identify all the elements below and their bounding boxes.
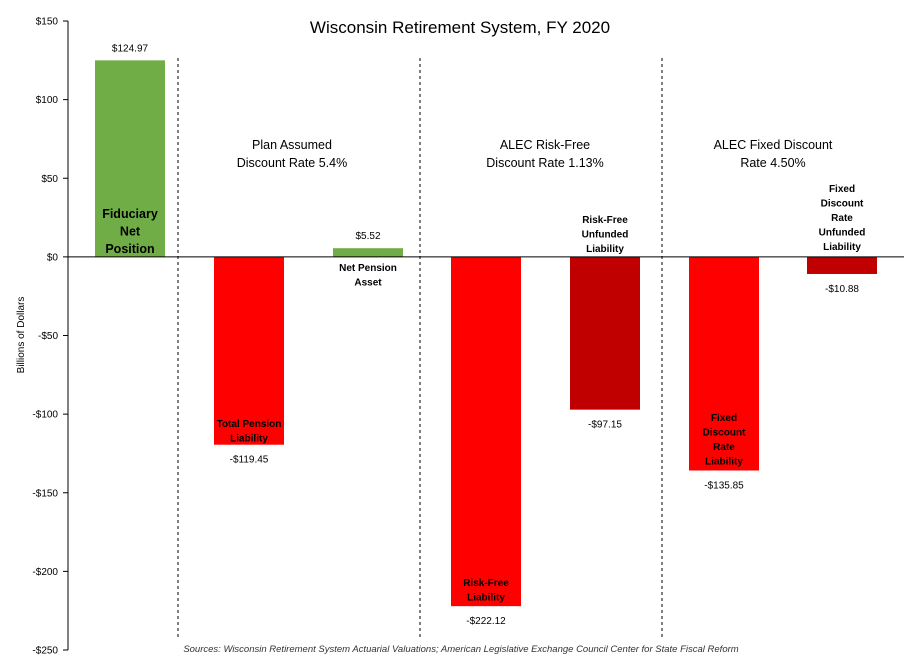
category-label: Risk-Free (463, 578, 509, 589)
data-label: $5.52 (355, 231, 380, 242)
category-label: Liability (230, 434, 268, 445)
bar (689, 256, 759, 471)
section-header-line: Discount Rate 5.4% (237, 156, 347, 170)
category-label: Liability (586, 244, 624, 255)
category-label: Fixed (829, 184, 855, 195)
bar (214, 256, 284, 445)
data-label: -$10.88 (825, 284, 859, 295)
data-label: -$97.15 (588, 420, 622, 431)
data-label: -$135.85 (704, 480, 744, 491)
category-label: Fiduciary (102, 207, 158, 221)
section-header-line: Plan Assumed (252, 138, 332, 152)
category-label: Rate (831, 213, 853, 224)
category-label: Total Pension (217, 419, 282, 430)
data-label: -$119.45 (230, 455, 269, 466)
category-label: Discount (821, 199, 864, 210)
category-label: Liability (823, 242, 861, 253)
source-note: Sources: Wisconsin Retirement System Act… (183, 644, 738, 655)
category-label: Discount (703, 428, 746, 439)
category-label: Asset (354, 278, 382, 289)
category-label: Rate (713, 442, 735, 453)
category-label: Net (120, 225, 141, 239)
category-label: Position (105, 242, 154, 256)
data-label: $124.97 (112, 43, 149, 54)
category-label: Net Pension (339, 263, 397, 274)
section-header-line: ALEC Risk-Free (500, 138, 590, 152)
bar (95, 60, 165, 257)
y-tick-label: -$50 (38, 331, 58, 342)
category-label: Unfunded (819, 228, 866, 239)
section-header-line: Discount Rate 1.13% (486, 156, 603, 170)
y-tick-label: $0 (47, 252, 59, 263)
y-tick-label: -$200 (32, 567, 58, 578)
y-tick-label: -$150 (32, 488, 58, 499)
y-tick-label: $150 (36, 17, 59, 28)
chart-title: Wisconsin Retirement System, FY 2020 (310, 18, 610, 37)
category-label: Fixed (711, 413, 737, 424)
y-tick-label: $100 (36, 95, 59, 106)
category-label: Liability (467, 593, 505, 604)
y-tick-label: -$100 (32, 410, 58, 421)
bar (807, 256, 877, 274)
y-tick-label: $50 (41, 174, 58, 185)
y-tick-label: -$250 (32, 646, 58, 657)
section-header-line: ALEC Fixed Discount (714, 138, 833, 152)
category-label: Unfunded (582, 230, 629, 241)
bar (570, 256, 640, 410)
category-label: Liability (705, 457, 743, 468)
category-label: Risk-Free (582, 215, 628, 226)
bar (333, 248, 403, 257)
data-label: -$222.12 (466, 616, 506, 627)
y-axis-label: Billions of Dollars (16, 297, 27, 374)
section-header-line: Rate 4.50% (740, 156, 805, 170)
bar (451, 256, 521, 607)
